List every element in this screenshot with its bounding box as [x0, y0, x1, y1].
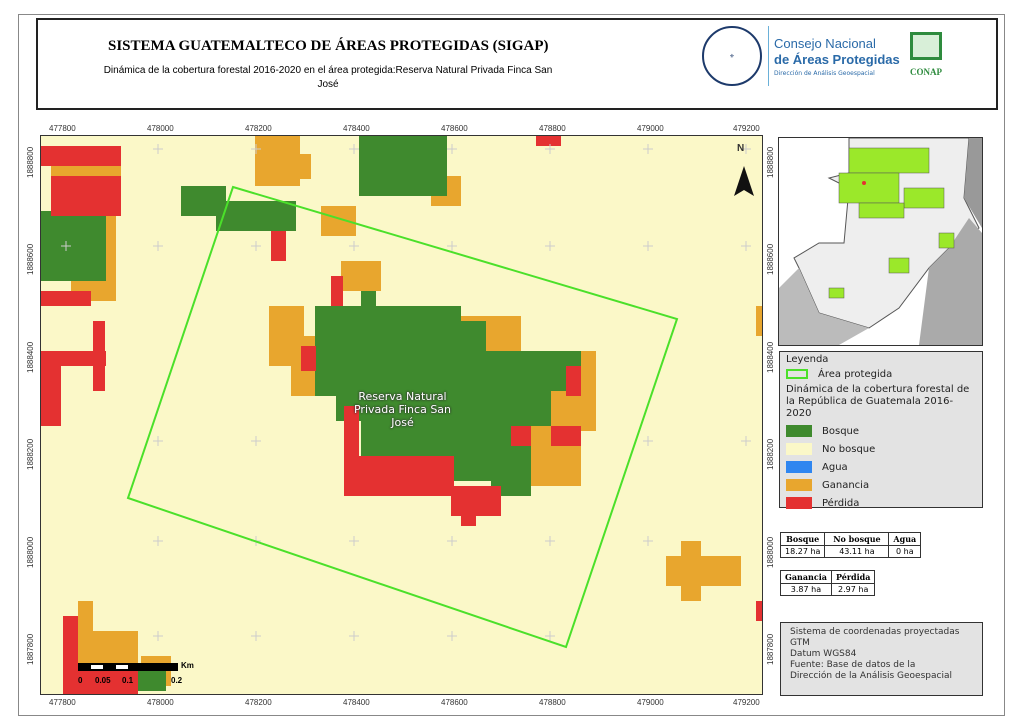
- legend-swatch: [786, 425, 812, 437]
- x-tick: 478800: [539, 124, 566, 133]
- scale-bar: Km 0 0.05 0.1 0.2: [78, 661, 218, 685]
- legend-swatch: [786, 369, 808, 379]
- legend-label: Bosque: [822, 425, 860, 437]
- legend-swatch: [786, 461, 812, 473]
- legend-item-area: Área protegida: [786, 365, 976, 383]
- y-tick: 1887800: [26, 633, 35, 665]
- conap-name-line3: Dirección de Análisis Geoespacial: [774, 70, 875, 77]
- header-cell: No bosque: [824, 532, 890, 546]
- info-line: Datum WGS84: [790, 649, 857, 659]
- scale-label: 0.05: [95, 676, 111, 685]
- scale-label: 0.2: [171, 676, 183, 685]
- y-tick: 1888200: [26, 438, 35, 470]
- legend-label: Área protegida: [818, 368, 893, 380]
- page-frame: [18, 14, 1005, 716]
- y-tick: 1888600: [26, 243, 35, 275]
- legend-label: Ganancia: [822, 479, 870, 491]
- guatemala-outline: [779, 137, 982, 345]
- x-tick: 477800: [49, 698, 76, 707]
- legend-label: Pérdida: [822, 497, 860, 509]
- page-title: SISTEMA GUATEMALTECO DE ÁREAS PROTEGIDAS…: [108, 38, 549, 54]
- legend-swatch: [786, 443, 812, 455]
- conap-name-line1: Consejo Nacional: [774, 36, 876, 51]
- legend-label: Agua: [822, 461, 848, 473]
- info-line: GTM: [790, 638, 810, 648]
- legend-swatch: [786, 479, 812, 491]
- value-cell: 18.27 ha: [779, 545, 826, 558]
- y-tick: 1888600: [766, 243, 775, 275]
- header-cell: Bosque: [779, 532, 826, 546]
- divider: [768, 26, 769, 86]
- x-tick: 479200: [733, 124, 760, 133]
- perdida-pixels: [41, 136, 762, 694]
- scale-unit: Km: [181, 661, 194, 670]
- conap-logo-text: CONAP: [910, 67, 942, 77]
- legend-title: Leyenda: [786, 354, 829, 365]
- protected-area-boundary: [126, 185, 679, 649]
- header: SISTEMA GUATEMALTECO DE ÁREAS PROTEGIDAS…: [36, 18, 998, 110]
- x-tick: 478200: [245, 124, 272, 133]
- area-label: Reserva Natural Privada Finca San José: [353, 390, 452, 429]
- conap-name-line2: de Áreas Protegidas: [774, 52, 900, 67]
- header-cell: Agua: [888, 532, 922, 546]
- scale-label: 0: [78, 676, 83, 685]
- legend-section: Dinámica de la cobertura forestal de la …: [786, 384, 970, 419]
- info-line: Dirección de la Análisis Geoespacial: [790, 671, 952, 681]
- x-tick: 479000: [637, 698, 664, 707]
- x-tick: 478600: [441, 698, 468, 707]
- x-tick: 478000: [147, 698, 174, 707]
- info-line: Fuente: Base de datos de la: [790, 660, 916, 670]
- legend-item-ganancia: Ganancia: [786, 476, 976, 494]
- x-tick: 478200: [245, 698, 272, 707]
- map-info-box: Sistema de coordenadas proyectadas GTM D…: [780, 622, 983, 696]
- header-cell: Pérdida: [830, 570, 876, 584]
- info-line: Sistema de coordenadas proyectadas: [790, 627, 960, 637]
- y-tick: 1887800: [766, 633, 775, 665]
- stats-table-change: Ganancia Pérdida 3.87 ha 2.97 ha: [780, 570, 876, 596]
- map-canvas: [41, 136, 762, 694]
- locator-inset-map[interactable]: [778, 137, 983, 346]
- north-arrow: [734, 166, 754, 196]
- page-subtitle: Dinámica de la cobertura forestal 2016-2…: [103, 65, 553, 90]
- x-tick: 478000: [147, 124, 174, 133]
- x-tick: 479200: [733, 698, 760, 707]
- y-tick: 1888400: [766, 341, 775, 373]
- x-tick: 477800: [49, 124, 76, 133]
- y-tick: 1888000: [766, 536, 775, 568]
- x-tick: 478400: [343, 124, 370, 133]
- x-tick: 479000: [637, 124, 664, 133]
- stats-table-cover: Bosque No bosque Agua 18.27 ha 43.11 ha 0 ha: [779, 532, 922, 558]
- guatemala-seal-logo: ⚜: [702, 26, 762, 86]
- header-cell: Ganancia: [780, 570, 832, 584]
- value-cell: 43.11 ha: [824, 545, 890, 558]
- y-tick: 1888200: [766, 438, 775, 470]
- y-tick: 1888400: [26, 341, 35, 373]
- x-tick: 478800: [539, 698, 566, 707]
- north-label: N: [737, 143, 745, 154]
- legend-item-no-bosque: No bosque: [786, 440, 976, 458]
- legend-item-agua: Agua: [786, 458, 976, 476]
- legend-label: No bosque: [822, 443, 876, 455]
- value-cell: 2.97 ha: [830, 583, 876, 596]
- y-tick: 1888800: [766, 146, 775, 178]
- scale-bar-graphic: [78, 663, 178, 671]
- value-cell: 0 ha: [888, 545, 922, 558]
- main-map[interactable]: [40, 135, 763, 695]
- y-tick: 1888800: [26, 146, 35, 178]
- conap-logo: CONAP: [906, 32, 946, 77]
- value-cell: 3.87 ha: [780, 583, 832, 596]
- x-tick: 478400: [343, 698, 370, 707]
- x-tick: 478600: [441, 124, 468, 133]
- legend-item-bosque: Bosque: [786, 422, 976, 440]
- y-tick: 1888000: [26, 536, 35, 568]
- grid-crosses: [61, 144, 751, 641]
- legend-swatch: [786, 497, 812, 509]
- legend-item-perdida: Pérdida: [786, 494, 976, 512]
- legend: Leyenda Área protegida Dinámica de la co…: [779, 351, 983, 509]
- scale-label: 0.1: [122, 676, 134, 685]
